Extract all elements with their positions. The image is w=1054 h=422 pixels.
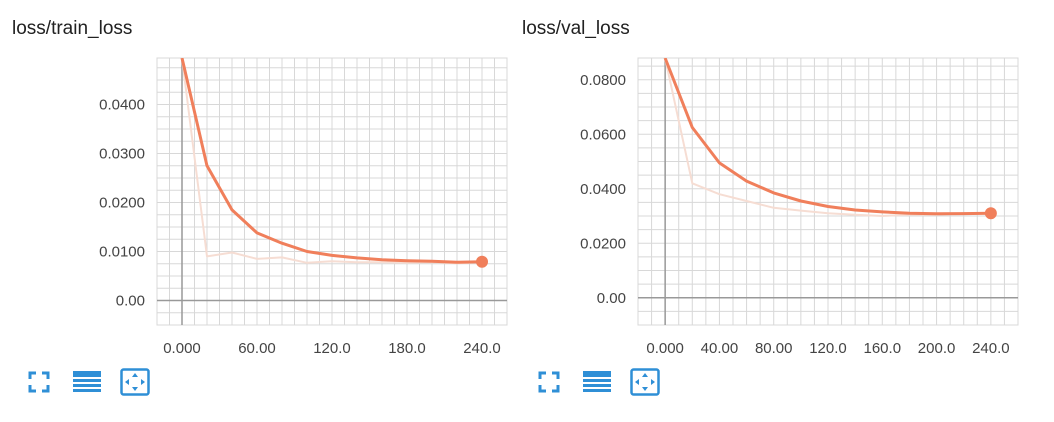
y-tick-label: 0.0600 bbox=[580, 126, 626, 143]
toggle-data-table-button[interactable] bbox=[582, 368, 612, 396]
chart-card-val-loss: loss/val_loss 0.00 0.0200 0.0400 0.0600 0.08… bbox=[510, 0, 1037, 422]
y-tick-label: 0.0200 bbox=[99, 195, 145, 212]
plot-frame bbox=[637, 57, 1019, 326]
smoothed-series-line bbox=[663, 58, 991, 216]
smoothed-series-line bbox=[180, 58, 483, 264]
data-table-icon bbox=[73, 371, 101, 392]
x-tick-label: 240.0 bbox=[463, 340, 501, 357]
x-tick-label: 60.00 bbox=[238, 340, 276, 357]
x-tick-label: 120.0 bbox=[313, 340, 351, 357]
fit-domain-button[interactable] bbox=[120, 368, 150, 396]
fit-domain-button[interactable] bbox=[630, 368, 660, 396]
grid bbox=[637, 58, 1019, 326]
fullscreen-icon bbox=[538, 371, 560, 393]
chart-title: loss/train_loss bbox=[12, 18, 133, 39]
chart-toolbar bbox=[24, 368, 150, 396]
fullscreen-icon bbox=[28, 371, 50, 393]
x-tick-label: 240.0 bbox=[972, 340, 1010, 357]
last-point-marker[interactable] bbox=[476, 255, 488, 268]
data-table-icon bbox=[583, 371, 611, 392]
y-tick-label: 0.0200 bbox=[580, 235, 626, 252]
grid bbox=[156, 58, 508, 326]
fit-domain-icon bbox=[120, 368, 150, 396]
x-tick-label: 0.000 bbox=[163, 340, 201, 357]
chart-title: loss/val_loss bbox=[522, 18, 630, 39]
y-tick-label: 0.00 bbox=[116, 293, 145, 310]
y-tick-label: 0.0400 bbox=[99, 97, 145, 114]
y-tick-label: 0.0100 bbox=[99, 244, 145, 261]
x-tick-label: 200.0 bbox=[918, 340, 956, 357]
toggle-data-table-button[interactable] bbox=[72, 368, 102, 396]
x-tick-label: 120.0 bbox=[809, 340, 847, 357]
chart-toolbar bbox=[534, 368, 660, 396]
fullscreen-button[interactable] bbox=[24, 368, 54, 396]
val-loss-plot[interactable]: 0.00 0.0200 0.0400 0.0600 0.0800 0.000 40.00 80… bbox=[510, 0, 1037, 370]
last-point-marker[interactable] bbox=[984, 207, 997, 220]
fit-domain-icon bbox=[630, 368, 660, 396]
x-tick-label: 80.00 bbox=[755, 340, 793, 357]
plot-frame bbox=[156, 57, 508, 326]
chart-card-train-loss: loss/train_loss 0.00 0.0100 0.0200 0.0300 0.… bbox=[0, 0, 527, 396]
x-tick-label: 180.0 bbox=[388, 340, 426, 357]
x-tick-label: 0.000 bbox=[646, 340, 684, 357]
x-tick-label: 40.00 bbox=[701, 340, 739, 357]
fullscreen-button[interactable] bbox=[534, 368, 564, 396]
y-tick-label: 0.0400 bbox=[580, 181, 626, 198]
y-tick-label: 0.00 bbox=[597, 290, 626, 307]
x-tick-label: 160.0 bbox=[864, 340, 902, 357]
y-tick-label: 0.0800 bbox=[580, 72, 626, 89]
y-tick-label: 0.0300 bbox=[99, 146, 145, 163]
train-loss-plot[interactable]: 0.00 0.0100 0.0200 0.0300 0.0400 0.000 60.00 12… bbox=[0, 0, 527, 370]
